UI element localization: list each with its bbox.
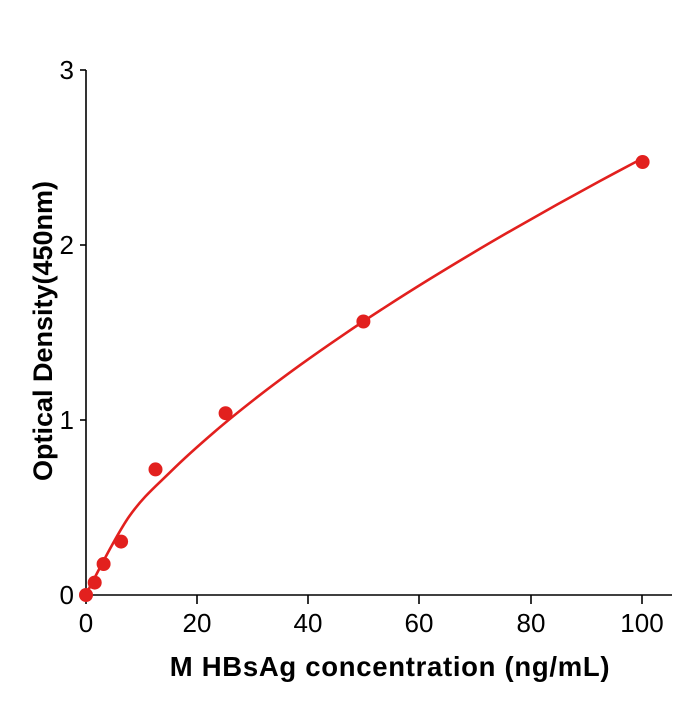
svg-text:2: 2 [60,230,74,260]
svg-text:3: 3 [60,55,74,85]
svg-text:40: 40 [294,608,323,638]
svg-text:100: 100 [620,608,663,638]
svg-text:M HBsAg concentration (ng/mL): M HBsAg concentration (ng/mL) [170,651,610,682]
svg-text:Optical Density(450nm): Optical Density(450nm) [28,181,58,481]
svg-text:1: 1 [60,405,74,435]
svg-text:0: 0 [60,580,74,610]
svg-text:60: 60 [405,608,434,638]
svg-text:0: 0 [79,608,93,638]
svg-text:20: 20 [183,608,212,638]
svg-text:80: 80 [517,608,546,638]
